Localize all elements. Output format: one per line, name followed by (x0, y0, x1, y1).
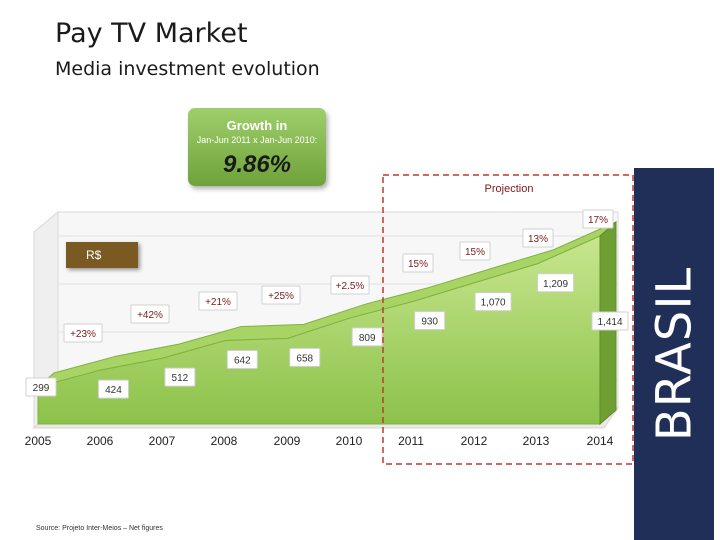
growth-label: 13% (528, 234, 548, 245)
growth-label: 15% (465, 247, 485, 258)
country-label: BRASIL (646, 266, 703, 442)
country-banner (634, 168, 714, 540)
value-label-box (226, 350, 258, 370)
value-label: 930 (421, 317, 438, 328)
x-tick-label: 2010 (336, 434, 363, 448)
growth-period: Jan-Jun 2011 x Jan-Jun 2010: (196, 135, 318, 145)
projection-label: Projection (485, 183, 534, 195)
value-label-box (97, 379, 129, 399)
value-label: 1,414 (597, 317, 622, 328)
value-label-box (351, 327, 383, 347)
growth-label-box (522, 228, 554, 248)
value-label: 1,209 (543, 279, 568, 290)
growth-label-box (582, 209, 614, 229)
value-label-box (414, 311, 446, 331)
x-tick-label: 2013 (523, 434, 550, 448)
x-tick-label: 2014 (587, 434, 614, 448)
growth-label-box (130, 304, 170, 324)
value-label-box (537, 273, 575, 293)
x-tick-label: 2009 (274, 434, 301, 448)
x-tick-label: 2012 (461, 434, 488, 448)
growth-label-box (63, 323, 103, 343)
source-note: Source: Projeto Inter-Meios – Net figure… (36, 525, 163, 532)
value-label-box (289, 347, 321, 367)
value-label-box (164, 367, 196, 387)
x-tick-label: 2011 (398, 434, 424, 448)
growth-label: +21% (205, 297, 231, 308)
growth-label: +42% (137, 310, 163, 321)
page-subtitle: Media investment evolution (55, 58, 320, 80)
value-label: 512 (172, 373, 189, 384)
growth-label-box (261, 285, 301, 305)
currency-label: R$ (66, 242, 138, 268)
x-tick-label: 2005 (25, 434, 52, 448)
growth-label: 15% (408, 259, 428, 270)
growth-title: Growth in (226, 118, 288, 133)
value-label: 809 (359, 333, 376, 344)
x-tick-label: 2007 (149, 434, 176, 448)
page-title: Pay TV Market (55, 18, 248, 49)
value-label: 299 (33, 383, 50, 394)
value-label-box (591, 311, 629, 331)
growth-label-box (459, 241, 491, 261)
growth-label: +25% (268, 291, 294, 302)
value-label: 642 (234, 356, 251, 367)
value-label-box (474, 292, 512, 312)
value-label-box (25, 377, 57, 397)
growth-label: +23% (70, 329, 96, 340)
growth-label: 17% (588, 215, 608, 226)
value-label: 658 (296, 353, 313, 364)
growth-label-box (330, 275, 370, 295)
growth-callout: Growth in Jan-Jun 2011 x Jan-Jun 2010: 9… (188, 108, 326, 186)
value-label: 424 (105, 385, 122, 396)
x-tick-label: 2006 (87, 434, 114, 448)
growth-label: +2.5% (336, 281, 365, 292)
growth-label-box (402, 253, 434, 273)
growth-label-box (198, 291, 238, 311)
growth-value: 9.86% (222, 151, 292, 178)
x-tick-label: 2008 (211, 434, 238, 448)
value-label: 1,070 (481, 298, 506, 309)
projection-box (382, 174, 634, 465)
